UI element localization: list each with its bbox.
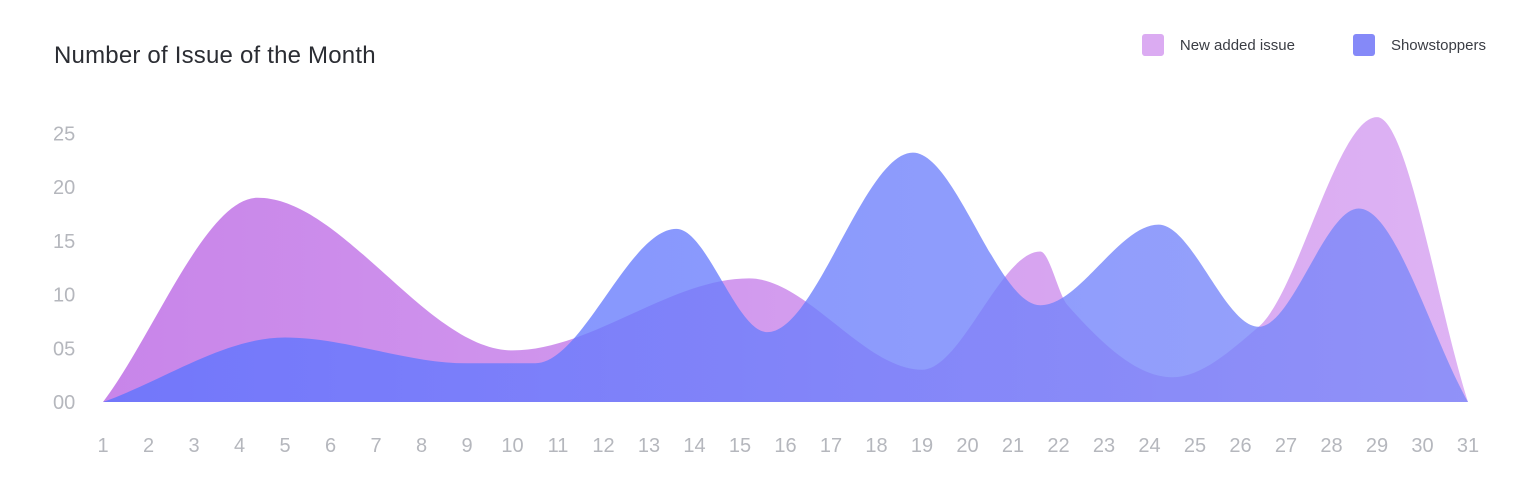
y-tick-label: 25: [53, 123, 75, 145]
x-tick-label: 21: [1002, 435, 1024, 457]
x-tick-label: 8: [416, 435, 427, 457]
x-tick-label: 7: [370, 435, 381, 457]
chart-legend: New added issue Showstoppers: [1084, 34, 1486, 56]
x-tick-label: 26: [1229, 435, 1251, 457]
area-showstoppers[interactable]: [103, 152, 1468, 402]
x-tick-label: 15: [729, 435, 751, 457]
x-tick-label: 17: [820, 435, 842, 457]
x-tick-label: 13: [638, 435, 660, 457]
x-tick-label: 18: [865, 435, 887, 457]
x-tick-label: 27: [1275, 435, 1297, 457]
legend-label: Showstoppers: [1390, 36, 1486, 54]
x-tick-label: 5: [279, 435, 290, 457]
y-tick-label: 20: [53, 177, 75, 199]
x-tick-label: 30: [1411, 435, 1433, 457]
y-tick-label: 00: [53, 392, 75, 414]
x-tick-label: 1: [97, 435, 108, 457]
x-tick-label: 19: [911, 435, 933, 457]
y-tick-label: 15: [53, 231, 75, 253]
x-tick-label: 16: [774, 435, 796, 457]
x-tick-label: 12: [592, 435, 614, 457]
y-axis: 00 05 10 15 20 25: [53, 123, 75, 414]
legend-item-showstoppers[interactable]: Showstoppers: [1352, 34, 1486, 56]
y-tick-label: 05: [53, 338, 75, 360]
x-tick-label: 4: [234, 435, 245, 457]
chart-title: Number of Issue of the Month: [54, 42, 376, 69]
x-tick-label: 20: [956, 435, 978, 457]
x-tick-label: 2: [143, 435, 154, 457]
plot-area: [103, 117, 1468, 402]
legend-swatch-new-added-issue: [1141, 34, 1164, 56]
area-new-added-issue[interactable]: [103, 117, 1468, 402]
x-tick-label: 29: [1366, 435, 1388, 457]
x-tick-label: 24: [1138, 435, 1160, 457]
y-tick-label: 10: [53, 285, 75, 307]
x-tick-label: 22: [1047, 435, 1069, 457]
x-tick-label: 11: [548, 435, 569, 457]
x-tick-label: 28: [1320, 435, 1342, 457]
legend-swatch-showstoppers: [1352, 34, 1375, 56]
x-tick-label: 14: [683, 435, 705, 457]
legend-label: New added issue: [1179, 36, 1295, 54]
x-tick-label: 23: [1093, 435, 1115, 457]
x-tick-label: 10: [501, 435, 523, 457]
x-axis: 1 2 3 4 5 6 7 8 9 10 11 12 13 14 15 16 17 18 19 20 21 22 23 24 2…: [97, 435, 1479, 457]
x-tick-label: 9: [461, 435, 472, 457]
legend-item-new-added-issue[interactable]: New added issue: [1141, 34, 1295, 56]
x-tick-label: 6: [325, 435, 336, 457]
x-tick-label: 31: [1457, 435, 1479, 457]
x-tick-label: 25: [1184, 435, 1206, 457]
x-tick-label: 3: [188, 435, 199, 457]
